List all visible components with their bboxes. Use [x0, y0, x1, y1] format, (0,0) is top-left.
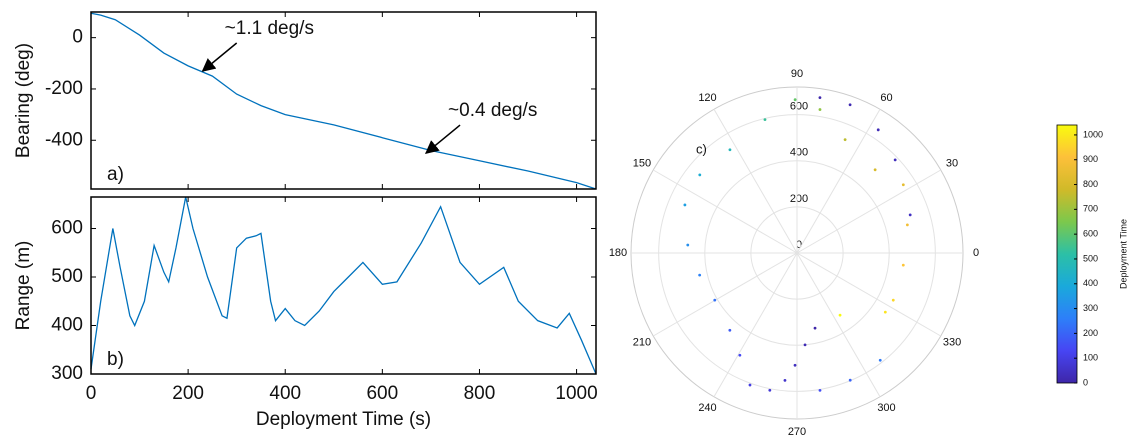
theta-tick-label: 90 — [791, 68, 803, 80]
panel-label: b) — [107, 349, 124, 370]
theta-tick-label: 150 — [633, 157, 651, 169]
scatter-point — [803, 343, 807, 347]
y-tick-label: -400 — [45, 129, 83, 150]
angular-grid — [796, 252, 881, 398]
scatter-point — [698, 173, 702, 177]
x-tick-label: 1000 — [555, 383, 597, 404]
x-axis-label: Deployment Time (s) — [256, 409, 431, 430]
colorbar-tick-label: 0 — [1083, 377, 1088, 387]
y-tick-label: 0 — [72, 27, 83, 48]
scatter-point — [783, 378, 787, 382]
scatter-point — [728, 148, 732, 152]
y-tick-label: 600 — [51, 218, 83, 239]
scatter-point — [748, 383, 752, 387]
scatter-point — [698, 273, 702, 277]
r-tick-label: 200 — [790, 193, 808, 205]
scatter-point — [818, 388, 822, 392]
scatter-point — [873, 168, 877, 172]
y-tick-label: 400 — [51, 315, 83, 336]
scatter-point — [793, 98, 797, 102]
theta-tick-label: 60 — [880, 92, 892, 104]
theta-tick-label: 330 — [943, 336, 961, 348]
axes-box — [90, 11, 597, 190]
colorbar-tick-label: 400 — [1083, 278, 1098, 288]
annotation: ~0.4 deg/s — [448, 100, 537, 121]
x-tick-label: 0 — [86, 383, 97, 404]
annotation: ~1.1 deg/s — [225, 18, 314, 39]
scatter-point — [713, 298, 717, 302]
y-axis-label: Range (m) — [13, 241, 34, 331]
theta-tick-label: 120 — [698, 92, 716, 104]
scatter-point — [905, 223, 909, 227]
panel-label: a) — [107, 164, 124, 185]
scatter-point — [876, 128, 880, 132]
scatter-point — [738, 353, 742, 357]
colorbar-tick-label: 1000 — [1083, 129, 1103, 139]
colorbar-tick-label: 800 — [1083, 179, 1098, 189]
angular-grid — [652, 252, 798, 337]
x-tick-label: 600 — [366, 383, 398, 404]
angular-grid — [796, 252, 942, 337]
colorbar-tick-label: 100 — [1083, 353, 1098, 363]
theta-tick-label: 0 — [973, 247, 979, 259]
colorbar-tick-label: 500 — [1083, 253, 1098, 263]
x-tick-label: 400 — [269, 383, 301, 404]
angular-grid — [713, 108, 798, 254]
scatter-point — [813, 326, 817, 330]
theta-tick-label: 240 — [698, 402, 716, 414]
data-line — [90, 12, 597, 190]
theta-tick-label: 30 — [946, 157, 958, 169]
colorbar-label: Deployment Time — [1118, 219, 1128, 289]
y-tick-label: -200 — [45, 78, 83, 99]
annotation-arrow — [425, 124, 461, 154]
y-tick-label: 500 — [51, 266, 83, 287]
scatter-point — [686, 243, 690, 247]
scatter-point — [908, 213, 912, 217]
scatter-point — [848, 103, 852, 107]
axes-box — [90, 196, 597, 375]
scatter-point — [793, 363, 797, 367]
colorbar-tick-label: 900 — [1083, 154, 1098, 164]
scatter-point — [848, 378, 852, 382]
theta-tick-label: 300 — [877, 402, 895, 414]
theta-tick-label: 180 — [609, 247, 627, 259]
scatter-point — [818, 96, 822, 100]
x-tick-label: 800 — [464, 383, 496, 404]
scatter-point — [818, 108, 822, 111]
scatter-point — [901, 183, 905, 187]
angular-grid — [796, 108, 881, 254]
angular-grid — [713, 252, 798, 398]
scatter-point — [883, 310, 887, 314]
panel-label: c) — [696, 141, 707, 156]
scatter-point — [891, 298, 895, 302]
theta-tick-label: 270 — [788, 426, 806, 436]
angular-grid — [796, 169, 942, 254]
theta-tick-label: 210 — [633, 336, 651, 348]
y-axis-label: Bearing (deg) — [13, 43, 34, 158]
scatter-point — [843, 138, 847, 142]
scatter-point — [683, 203, 687, 207]
scatter-point — [838, 313, 842, 317]
scatter-point — [901, 263, 905, 267]
scatter-point — [728, 328, 732, 332]
colorbar-tick-label: 600 — [1083, 229, 1098, 239]
x-tick-label: 200 — [172, 383, 204, 404]
angular-grid — [652, 169, 798, 254]
r-tick-label: 400 — [790, 147, 808, 159]
colorbar — [1056, 124, 1078, 384]
data-line — [90, 196, 597, 375]
y-tick-label: 300 — [51, 363, 83, 384]
scatter-point — [893, 158, 897, 162]
annotation-arrow — [201, 42, 238, 72]
r-tick-label: 0 — [796, 239, 802, 251]
scatter-point — [878, 358, 882, 362]
colorbar-tick-label: 300 — [1083, 303, 1098, 313]
scatter-point — [763, 118, 767, 122]
scatter-point — [768, 388, 772, 392]
colorbar-tick-label: 700 — [1083, 204, 1098, 214]
r-tick-label: 600 — [790, 101, 808, 113]
colorbar-tick-label: 200 — [1083, 328, 1098, 338]
